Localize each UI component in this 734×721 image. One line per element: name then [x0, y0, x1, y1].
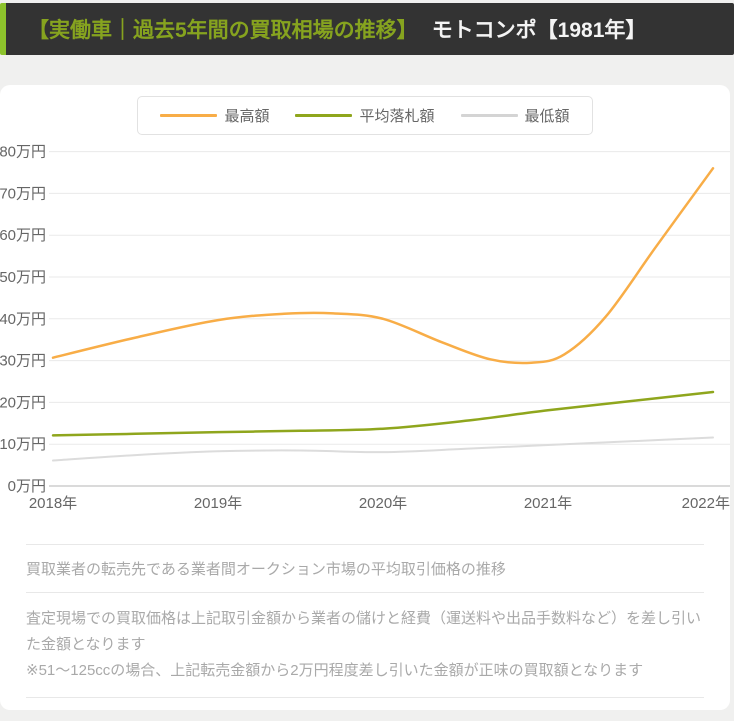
x-tick-label: 2018年	[29, 495, 77, 512]
price-trend-chart: 0万円 10万円 20万円 30万円 40万円 50万円 60万円 70万円 80万円 2018年…	[0, 144, 730, 512]
legend-label-min: 最低額	[524, 108, 570, 125]
y-tick-label: 50万円	[0, 269, 46, 286]
legend-row: 最高額 平均落札額 最低額	[0, 96, 730, 135]
y-tick-label: 10万円	[0, 436, 46, 453]
chart-card: 最高額 平均落札額 最低額 0万円 10万円 20万円 30万円 40万円 50万円 60万…	[0, 85, 730, 710]
x-tick-label: 2020年	[359, 495, 407, 512]
x-tick-label: 2019年	[194, 495, 242, 512]
page-title: モトコンポ【1981年】	[431, 19, 647, 42]
legend-item-max: 最高額	[160, 105, 269, 126]
legend-label-average: 平均落札額	[359, 108, 435, 125]
series-line-2	[52, 436, 714, 462]
x-tick-label: 2022年	[682, 495, 730, 512]
notes-section: 買取業者の転売先である業者間オークション市場の平均取引価格の推移 査定現場での買…	[26, 544, 704, 699]
max-line-swatch	[160, 114, 218, 117]
y-tick-label: 0万円	[8, 478, 46, 495]
header-highlight-text: 【実働車｜過去5年間の買取相場の推移】	[28, 19, 418, 42]
page-header: 【実働車｜過去5年間の買取相場の推移】 モトコンポ【1981年】	[0, 3, 734, 55]
note-deductions: 査定現場での買取価格は上記取引金額から業者の儲けと経費（運送料や出品手数料など）…	[26, 593, 704, 699]
series-line-0	[51, 167, 715, 365]
note-deductions-line1: 査定現場での買取価格は上記取引金額から業者の儲けと経費（運送料や出品手数料など）…	[26, 610, 702, 653]
chart-legend: 最高額 平均落札額 最低額	[137, 96, 593, 135]
legend-item-average: 平均落札額	[295, 105, 435, 126]
average-line-swatch	[295, 114, 353, 117]
legend-label-max: 最高額	[224, 108, 270, 125]
chart-area: 0万円 10万円 20万円 30万円 40万円 50万円 60万円 70万円 80万円 2018年…	[0, 142, 730, 522]
y-tick-label: 30万円	[0, 353, 46, 370]
note-deductions-line2: ※51〜125ccの場合、上記転売金額から2万円程度差し引いた金額が正味の買取額…	[26, 661, 644, 679]
y-tick-label: 80万円	[0, 144, 46, 161]
y-tick-label: 70万円	[0, 185, 46, 202]
x-tick-label: 2021年	[524, 495, 572, 512]
legend-item-min: 最低額	[460, 105, 570, 126]
y-tick-label: 20万円	[0, 394, 46, 411]
y-tick-label: 40万円	[0, 311, 46, 328]
series-line-1	[51, 390, 715, 437]
y-tick-label: 60万円	[0, 227, 46, 244]
min-line-swatch	[460, 114, 518, 117]
note-auction-price: 買取業者の転売先である業者間オークション市場の平均取引価格の推移	[26, 544, 704, 593]
